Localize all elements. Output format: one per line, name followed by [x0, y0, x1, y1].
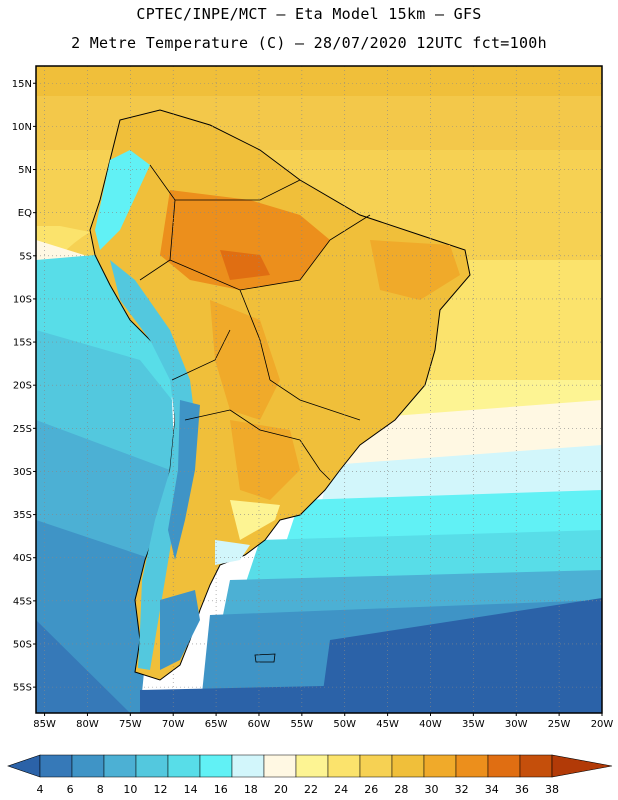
colorbar-label: 30: [425, 783, 439, 796]
colorbar-arrow-high: [551, 754, 613, 778]
pacific-warm-zone: [36, 226, 90, 286]
colorbar-label: 34: [485, 783, 499, 796]
andes-north-cold: [95, 150, 150, 250]
colorbar-label: 18: [244, 783, 258, 796]
colorbar-segment: [135, 754, 169, 778]
lat-label: 5N: [18, 165, 32, 176]
map-field: [36, 66, 602, 713]
colorbar-segment: [327, 754, 361, 778]
colorbar-segment: [519, 754, 553, 778]
lat-label: 15N: [12, 79, 32, 90]
colorbar: 4 6 8 10 12 14 16 18 20 22 24 26 28 30 32 34 36 38: [7, 754, 613, 796]
colorbar-label: 38: [545, 783, 559, 796]
longitude-labels: 85W 80W 75W 70W 65W 60W 55W 50W 45W 40W 35W 30W 25W 2…: [33, 713, 613, 730]
amazon-hot-zone: [160, 190, 330, 290]
lon-label: 45W: [376, 719, 399, 730]
andes-cold-strip: [110, 260, 195, 670]
colorbar-label: 16: [214, 783, 228, 796]
colorbar-segment: [423, 754, 457, 778]
lat-label: 15S: [13, 338, 32, 349]
lon-label: 65W: [205, 719, 228, 730]
colorbar-segment: [263, 754, 297, 778]
map-frame: [35, 65, 603, 714]
lat-label: 25S: [13, 424, 32, 435]
lon-label: 55W: [291, 719, 314, 730]
lat-label: 40S: [13, 553, 32, 564]
caribbean-zone: [36, 66, 602, 96]
colorbar-segment: [231, 754, 265, 778]
lon-label: 85W: [33, 719, 56, 730]
lat-label: 45S: [13, 596, 32, 607]
lat-label: EQ: [18, 208, 32, 219]
lat-label: 50S: [13, 639, 32, 650]
lon-label: 25W: [548, 719, 571, 730]
colorbar-arrow-low: [7, 754, 41, 778]
lon-label: 60W: [248, 719, 271, 730]
colorbar-segment: [391, 754, 425, 778]
colorbar-segment: [39, 754, 73, 778]
lon-label: 50W: [333, 719, 356, 730]
colorbar-label: 36: [515, 783, 529, 796]
lat-label: 5S: [19, 251, 32, 262]
lon-label: 70W: [162, 719, 185, 730]
latitude-labels: 15N 10N 5N EQ 5S 10S 15S 20S 25S 30S 35S 40S 45S 50S 5…: [12, 79, 36, 694]
lat-label: 10S: [13, 294, 32, 305]
colorbar-label: 12: [153, 783, 167, 796]
map-title: CPTEC/INPE/MCT – Eta Model 15km – GFS: [136, 5, 482, 23]
colorbar-label: 10: [123, 783, 137, 796]
colorbar-segment: [295, 754, 329, 778]
colorbar-label: 32: [455, 783, 469, 796]
colorbar-segment: [359, 754, 393, 778]
country-borders: [139, 164, 371, 481]
colorbar-segment: [71, 754, 105, 778]
colorbar-label: 8: [97, 783, 104, 796]
colorbar-segment: [199, 754, 233, 778]
colorbar-segment: [455, 754, 489, 778]
colorbar-segment: [487, 754, 521, 778]
colorbar-label: 14: [184, 783, 198, 796]
lat-label: 20S: [13, 381, 32, 392]
lat-label: 10N: [12, 122, 32, 133]
lon-label: 30W: [505, 719, 528, 730]
lat-label: 30S: [13, 467, 32, 478]
colorbar-label: 20: [274, 783, 288, 796]
lon-label: 35W: [462, 719, 485, 730]
map-subtitle: 2 Metre Temperature (C) – 28/07/2020 12U…: [71, 34, 547, 52]
colorbar-label: 24: [334, 783, 348, 796]
lat-label: 35S: [13, 510, 32, 521]
colorbar-label: 28: [394, 783, 408, 796]
falkland-islands: [254, 653, 276, 663]
lon-label: 75W: [119, 719, 142, 730]
lat-label: 55S: [13, 683, 32, 694]
colorbar-label: 22: [304, 783, 318, 796]
lon-label: 40W: [419, 719, 442, 730]
lon-label: 20W: [591, 719, 614, 730]
lon-label: 80W: [76, 719, 99, 730]
colorbar-segment: [167, 754, 201, 778]
colorbar-label: 4: [37, 783, 44, 796]
colorbar-label: 6: [67, 783, 74, 796]
colorbar-label: 26: [364, 783, 378, 796]
colorbar-segment: [103, 754, 137, 778]
